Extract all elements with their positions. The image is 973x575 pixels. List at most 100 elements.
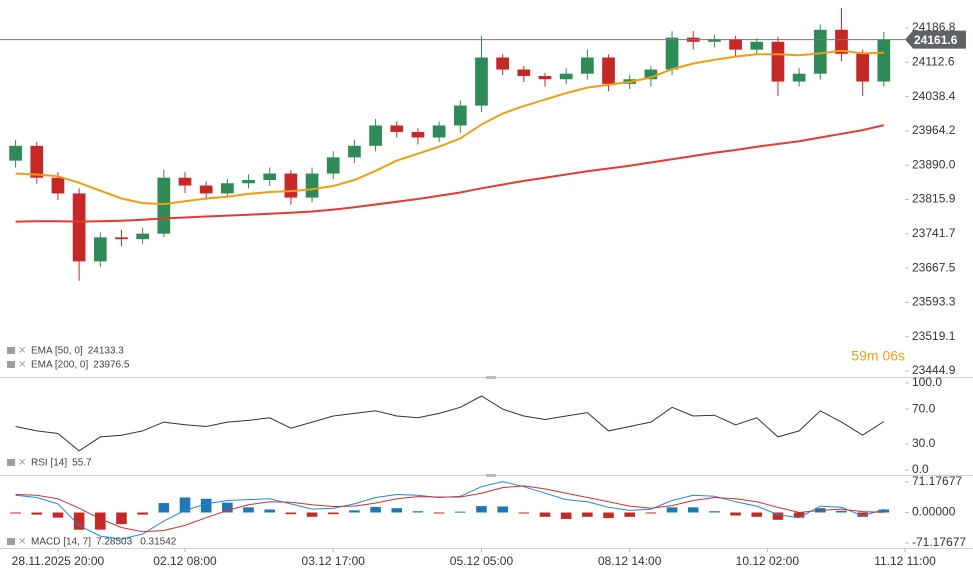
- series-line: [15, 124, 885, 223]
- legend-icon: [7, 459, 15, 466]
- candle-body: [115, 237, 128, 240]
- candle-body: [517, 69, 531, 77]
- legend-name: RSI [14]: [31, 458, 67, 469]
- legend-close: ✕: [18, 346, 26, 357]
- histogram-bar: [751, 512, 763, 517]
- histogram-bar: [243, 507, 254, 513]
- y-tick-label: 23741.7: [912, 226, 956, 240]
- candle-body: [30, 145, 44, 178]
- candle-body: [9, 145, 22, 161]
- series-line: [15, 485, 884, 533]
- candle-body: [348, 145, 361, 158]
- candle-body: [792, 73, 806, 82]
- y-tick-label: 0.00000: [912, 505, 956, 519]
- histogram-bar: [222, 502, 233, 513]
- histogram-bar: [836, 510, 847, 513]
- candle-body: [369, 125, 382, 146]
- candle-body: [581, 57, 594, 74]
- last-price-label: 24161.6: [914, 33, 958, 47]
- candle-body: [538, 76, 552, 80]
- histogram-bar: [793, 512, 805, 518]
- legend-value: 55.7: [72, 458, 92, 469]
- histogram-bar: [73, 512, 85, 530]
- y-tick-label: 23667.5: [912, 260, 956, 274]
- resize-handle[interactable]: [486, 474, 496, 477]
- histogram-bar: [687, 507, 699, 513]
- candle-body: [93, 237, 107, 262]
- histogram-bar: [624, 512, 635, 517]
- candle-body: [326, 157, 340, 174]
- y-tick-label: 71.17677: [912, 474, 962, 488]
- candle-body: [729, 39, 742, 50]
- candle-body: [813, 29, 827, 74]
- x-tick-label: 08.12 14:00: [598, 554, 662, 568]
- candle-body: [835, 29, 848, 54]
- candle-body: [559, 73, 573, 80]
- candle-body: [411, 131, 425, 138]
- legend-icon: [7, 361, 15, 368]
- candle-body: [72, 193, 86, 262]
- candle-body: [305, 173, 319, 198]
- histogram-bar: [10, 512, 21, 514]
- legend-value: 0.31542: [140, 537, 177, 548]
- histogram-bar: [264, 509, 275, 513]
- histogram-bar: [200, 498, 212, 513]
- y-tick-label: 24038.4: [912, 89, 956, 103]
- candle-body: [771, 41, 785, 82]
- legend-value: 7.28503: [96, 537, 133, 548]
- histogram-bar: [116, 512, 127, 525]
- y-tick-label: 23815.9: [912, 192, 956, 206]
- last-price-tag: [905, 30, 966, 49]
- candle-body: [157, 177, 171, 234]
- series-line: [15, 395, 885, 452]
- y-tick-label: 70.0: [912, 401, 936, 415]
- candle-body: [178, 177, 192, 186]
- y-tick-label: 100.0: [912, 375, 942, 389]
- legend-icon: [7, 347, 15, 354]
- histogram-bar: [730, 512, 741, 516]
- histogram-bar: [31, 512, 43, 515]
- legend-close: ✕: [18, 360, 26, 371]
- histogram-bar: [772, 512, 784, 520]
- y-tick-label: 23519.1: [912, 329, 956, 343]
- histogram-bar: [52, 512, 64, 518]
- histogram-bar: [645, 512, 657, 514]
- histogram-bar: [306, 512, 318, 517]
- x-tick-label: 05.12 05:00: [450, 554, 514, 568]
- histogram-bar: [476, 506, 487, 513]
- candle-body: [496, 57, 509, 70]
- y-tick-label: 23593.3: [912, 295, 956, 309]
- y-tick-label: -71.17677: [912, 535, 966, 549]
- candle-body: [856, 53, 869, 82]
- resize-handle[interactable]: [486, 376, 496, 379]
- histogram-bar: [857, 512, 868, 517]
- legend-value: 24133.3: [88, 346, 125, 357]
- candle-body: [644, 69, 658, 80]
- candle-body: [475, 57, 488, 106]
- histogram-bar: [539, 512, 551, 517]
- candle-body: [136, 233, 149, 240]
- candle-body: [602, 57, 615, 84]
- legend-icon: [7, 538, 15, 545]
- y-tick-label: 23890.0: [912, 157, 956, 171]
- histogram-bar: [518, 512, 530, 514]
- candle-body: [750, 41, 764, 50]
- histogram-bar: [709, 511, 720, 513]
- histogram-bar: [179, 497, 191, 513]
- histogram-bar: [327, 512, 339, 515]
- histogram-bar: [370, 506, 381, 513]
- y-tick-label: 23444.9: [912, 363, 956, 377]
- x-tick-label: 28.11.2025 20:00: [12, 554, 105, 568]
- y-tick-label: 0.0: [912, 462, 929, 476]
- histogram-bar: [878, 509, 890, 513]
- legend-close: ✕: [18, 537, 26, 548]
- histogram-bar: [455, 511, 466, 513]
- countdown: 59m 06s: [851, 348, 905, 364]
- histogram-bar: [95, 512, 106, 530]
- candle-body: [432, 125, 446, 138]
- histogram-bar: [391, 508, 403, 513]
- candle-body: [263, 173, 277, 181]
- candle-body: [708, 39, 721, 42]
- histogram-bar: [137, 512, 148, 515]
